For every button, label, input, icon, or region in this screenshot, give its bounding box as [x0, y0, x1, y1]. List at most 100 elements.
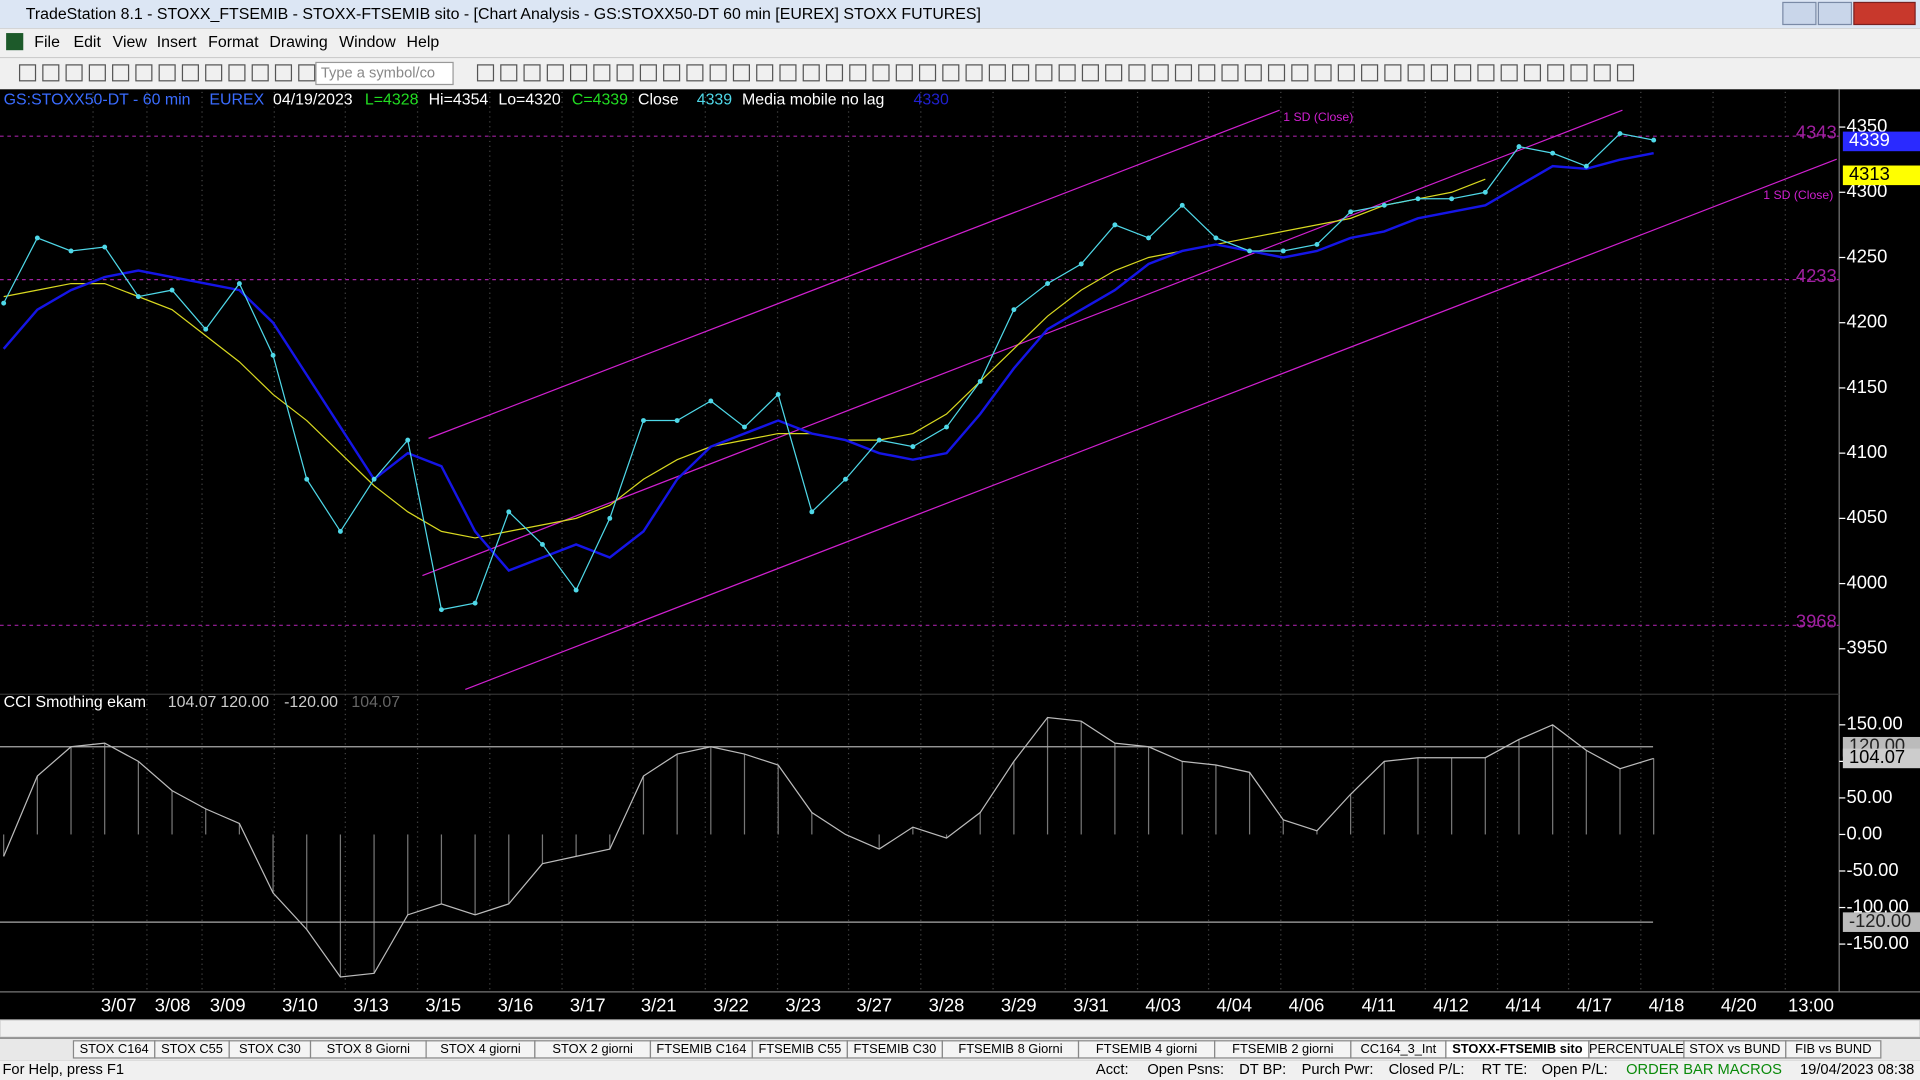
toolbar-button[interactable]: [1221, 64, 1239, 82]
worksheet-tab-label[interactable]: STOX C55: [161, 1041, 223, 1056]
toolbar-button[interactable]: [1593, 64, 1611, 82]
toolbar-button[interactable]: [1314, 64, 1332, 82]
toolbar-button[interactable]: [1500, 64, 1518, 82]
toolbar-button[interactable]: [1454, 64, 1472, 82]
worksheet-tab-label[interactable]: PERCENTUALE: [1589, 1041, 1684, 1056]
header-field: Hi=4354: [429, 92, 489, 109]
toolbar-button[interactable]: [709, 64, 727, 82]
price-tick-label: 4200: [1847, 311, 1888, 332]
menu-item[interactable]: File: [34, 34, 60, 51]
toolbar-button[interactable]: [1128, 64, 1146, 82]
date-label: 3/16: [498, 994, 534, 1015]
toolbar-button[interactable]: [1477, 64, 1495, 82]
toolbar-button[interactable]: [1244, 64, 1262, 82]
worksheet-tab-label[interactable]: FTSEMIB C30: [853, 1041, 936, 1056]
toolbar-button[interactable]: [1407, 64, 1425, 82]
toolbar-button[interactable]: [872, 64, 890, 82]
menu-item[interactable]: Format: [208, 34, 259, 51]
toolbar-button[interactable]: [965, 64, 983, 82]
toolbar-button[interactable]: [274, 64, 293, 82]
toolbar-button[interactable]: [546, 64, 564, 82]
toolbar-button[interactable]: [663, 64, 681, 82]
toolbar-button[interactable]: [849, 64, 867, 82]
toolbar-button[interactable]: [1430, 64, 1448, 82]
toolbar-button[interactable]: [1105, 64, 1123, 82]
price-dot: [68, 248, 74, 254]
menu-item[interactable]: Help: [407, 34, 440, 51]
toolbar-button[interactable]: [686, 64, 704, 82]
toolbar-button[interactable]: [1361, 64, 1379, 82]
toolbar-button[interactable]: [616, 64, 634, 82]
toolbar-button[interactable]: [1384, 64, 1402, 82]
toolbar-button[interactable]: [1174, 64, 1193, 82]
toolbar-button[interactable]: [895, 64, 913, 82]
worksheet-tab-label[interactable]: FTSEMIB 4 giorni: [1096, 1041, 1197, 1056]
menu-item[interactable]: Edit: [73, 34, 101, 51]
worksheet-tab-label[interactable]: STOX C30: [239, 1041, 301, 1056]
toolbar-button[interactable]: [1547, 64, 1565, 82]
toolbar-button[interactable]: [1198, 64, 1216, 82]
close-button[interactable]: [1853, 1, 1916, 26]
worksheet-tab-label[interactable]: STOX 2 giorni: [552, 1041, 632, 1056]
toolbar-button[interactable]: [756, 64, 774, 82]
worksheet-tab-label[interactable]: FTSEMIB 2 giorni: [1232, 1041, 1333, 1056]
toolbar-button[interactable]: [639, 64, 657, 82]
worksheet-tab-label[interactable]: STOXX-FTSEMIB sito: [1452, 1041, 1583, 1056]
worksheet-tab-label[interactable]: FIB vs BUND: [1795, 1041, 1871, 1056]
toolbar-button[interactable]: [18, 64, 37, 82]
toolbar-button[interactable]: [1523, 64, 1542, 82]
toolbar-button[interactable]: [732, 64, 750, 82]
toolbar-button[interactable]: [228, 64, 246, 82]
toolbar-button[interactable]: [523, 64, 541, 82]
cci-tick-label: 150.00: [1847, 713, 1903, 734]
toolbar-button[interactable]: [65, 64, 83, 82]
toolbar-button[interactable]: [476, 64, 495, 82]
toolbar-button[interactable]: [1616, 64, 1635, 82]
toolbar-button[interactable]: [1035, 64, 1053, 82]
toolbar-button[interactable]: [1570, 64, 1588, 82]
worksheet-tab[interactable]: [1785, 1040, 1882, 1059]
worksheet-tab-label[interactable]: STOX 4 giorni: [440, 1041, 520, 1056]
toolbar-button[interactable]: [570, 64, 588, 82]
toolbar-button[interactable]: [1291, 64, 1309, 82]
symbol-input[interactable]: [315, 61, 454, 86]
toolbar-button[interactable]: [593, 64, 611, 82]
toolbar-button[interactable]: [181, 64, 199, 82]
toolbar-button[interactable]: [1267, 64, 1286, 82]
toolbar-button[interactable]: [158, 64, 176, 82]
toolbar-button[interactable]: [88, 64, 106, 82]
toolbar-button[interactable]: [1337, 64, 1355, 82]
maximize-button[interactable]: [1817, 1, 1853, 26]
toolbar-button[interactable]: [500, 64, 518, 82]
toolbar-button[interactable]: [42, 64, 60, 82]
minimize-button[interactable]: [1782, 1, 1817, 26]
toolbar-button[interactable]: [779, 64, 797, 82]
worksheet-tab-label[interactable]: STOX 8 Giorni: [327, 1041, 410, 1056]
toolbar-button[interactable]: [205, 64, 223, 82]
menu-item[interactable]: Insert: [157, 34, 197, 51]
toolbar-button[interactable]: [135, 64, 153, 82]
toolbar-button[interactable]: [942, 64, 960, 82]
worksheet-tab-label[interactable]: STOX vs BUND: [1689, 1041, 1780, 1056]
worksheet-tab-label[interactable]: FTSEMIB 8 Giorni: [958, 1041, 1062, 1056]
toolbar-button[interactable]: [1058, 64, 1076, 82]
toolbar-button[interactable]: [918, 64, 937, 82]
toolbar-button[interactable]: [802, 64, 820, 82]
toolbar-button[interactable]: [825, 64, 844, 82]
worksheet-tab-label[interactable]: FTSEMIB C55: [758, 1041, 841, 1056]
worksheet-tab-label[interactable]: CC164_3_Int: [1361, 1041, 1437, 1056]
menu-item[interactable]: Window: [339, 34, 396, 51]
menu-item[interactable]: View: [113, 34, 148, 51]
toolbar-button[interactable]: [298, 64, 316, 82]
menu-item[interactable]: Drawing: [269, 34, 327, 51]
toolbar-button[interactable]: [1012, 64, 1030, 82]
worksheet-tab-label[interactable]: STOX C164: [80, 1041, 149, 1056]
toolbar-button[interactable]: [112, 64, 130, 82]
horizontal-scrollbar[interactable]: [0, 1019, 1920, 1038]
toolbar-button[interactable]: [1151, 64, 1169, 82]
worksheet-tab-label[interactable]: FTSEMIB C164: [656, 1041, 746, 1056]
toolbar-button[interactable]: [251, 64, 269, 82]
header-field: 4330: [913, 92, 949, 109]
toolbar-button[interactable]: [1081, 64, 1099, 82]
toolbar-button[interactable]: [988, 64, 1006, 82]
